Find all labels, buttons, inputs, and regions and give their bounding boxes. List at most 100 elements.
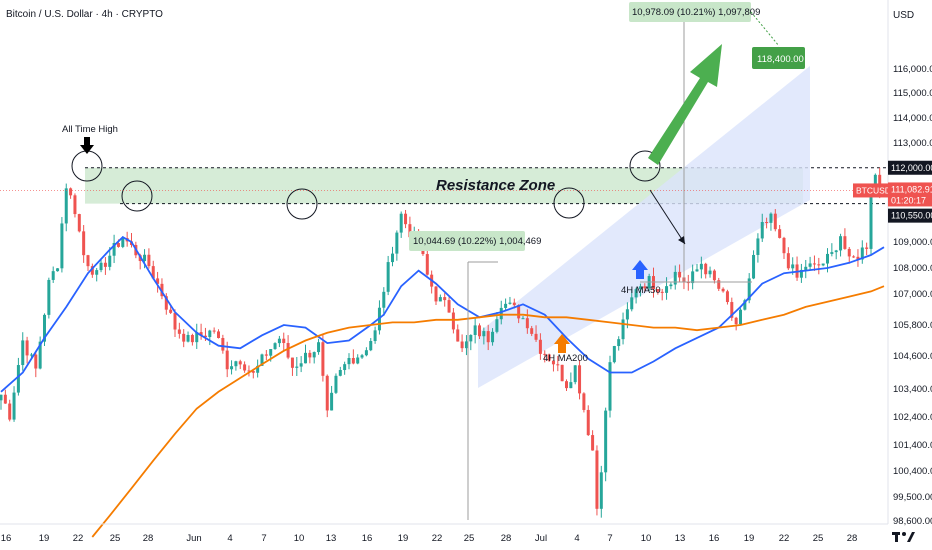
candle-body — [525, 318, 529, 329]
logo-slash-icon — [907, 532, 915, 542]
resistance-high-tag — [888, 160, 932, 175]
candle-body — [473, 325, 477, 335]
target-box — [752, 47, 805, 69]
candle-body — [156, 278, 160, 284]
candle-body — [608, 362, 612, 411]
all-time-high-label: All Time High — [62, 124, 118, 135]
candle-body — [839, 236, 843, 251]
candle-body — [60, 223, 64, 269]
candle-body — [447, 300, 451, 313]
time-tick-label: 25 — [813, 533, 824, 544]
candle-body — [756, 238, 760, 255]
candle-body — [286, 343, 290, 358]
time-tick-label: Jun — [186, 533, 201, 544]
time-tick-label: 10 — [294, 533, 305, 544]
candle-body — [330, 392, 334, 411]
candle-body — [469, 334, 473, 342]
candle-body — [856, 256, 860, 260]
measure-1-box — [409, 231, 525, 251]
candle-body — [665, 286, 669, 293]
price-tick-label: 98,600.00 — [893, 516, 932, 527]
resistance-test-circle — [286, 188, 318, 220]
candle-body — [573, 365, 577, 383]
tradingview-logo[interactable] — [892, 532, 915, 542]
candle-body — [160, 283, 164, 297]
candle-body — [569, 382, 573, 389]
candle-body — [304, 352, 307, 364]
candle-body — [508, 302, 512, 304]
candle-body — [143, 254, 147, 262]
time-tick-label: 19 — [398, 533, 409, 544]
candle-body — [360, 355, 364, 358]
candle-body — [151, 266, 155, 279]
candle-body — [673, 271, 677, 285]
candle-body — [95, 270, 99, 275]
candle-body — [717, 280, 721, 289]
candle-body — [565, 381, 568, 389]
candle-body — [456, 329, 460, 342]
candle-body — [760, 222, 764, 239]
candle-body — [782, 237, 786, 254]
candle-body — [173, 312, 177, 330]
candle-body — [704, 263, 708, 275]
price-axis[interactable]: 116,000.00 115,000.00 114,000.00 113,000.00… — [893, 64, 932, 527]
price-tick-label: 113,000.00 — [893, 138, 932, 149]
candle-body — [147, 254, 151, 267]
time-tick-label: 22 — [73, 533, 84, 544]
current-price-tag — [888, 182, 932, 207]
current-price-label: 111,082.91 — [891, 184, 932, 194]
ma200-line — [91, 285, 885, 538]
time-tick-label: 7 — [607, 533, 612, 544]
candle-body — [364, 350, 368, 356]
resistance-high-tag-label: 112,000.00 — [891, 163, 932, 173]
price-tick-label: 99,500.00 — [893, 492, 932, 503]
bullish-arrow-icon — [648, 44, 722, 165]
time-axis[interactable]: 16 19 22 25 28 Jun 4 7 10 13 16 19 22 25 28 Jul 4 7 10 13 16… — [1, 533, 858, 544]
candle-body — [382, 291, 386, 308]
candle-body — [652, 276, 655, 290]
candle-body — [295, 366, 299, 368]
candle-body — [238, 361, 242, 365]
price-tick-label: 104,600.00 — [893, 351, 932, 362]
candle-body — [347, 358, 351, 365]
candle-body — [586, 409, 590, 436]
ma200-arrow-icon — [554, 334, 570, 353]
fills-layer — [85, 66, 886, 388]
projection-arrow-icon — [678, 236, 685, 244]
candle-body — [712, 270, 716, 281]
candle-body — [203, 335, 207, 338]
candle-body — [312, 352, 316, 358]
time-tick-label: 22 — [779, 533, 790, 544]
time-tick-label: 4 — [227, 533, 232, 544]
measure-2-box — [629, 2, 751, 22]
candle-body — [190, 334, 194, 343]
time-tick-label: 16 — [362, 533, 373, 544]
time-tick-label: 22 — [432, 533, 443, 544]
candle-body — [817, 264, 821, 266]
candle-body — [743, 300, 747, 310]
candle-body — [299, 363, 303, 367]
time-tick-label: 13 — [326, 533, 337, 544]
time-tick-label: 25 — [464, 533, 475, 544]
candle-body — [486, 331, 490, 343]
candle-body — [73, 195, 77, 215]
resistance-zone-label: Resistance Zone — [436, 177, 555, 194]
time-tick-label: 28 — [847, 533, 858, 544]
candle-body — [182, 333, 186, 342]
candle-body — [464, 341, 468, 349]
candle-body — [251, 370, 255, 373]
price-tick-label: 101,400.00 — [893, 440, 932, 451]
candle-body — [812, 263, 816, 265]
candle-body — [512, 302, 516, 306]
candle-body — [530, 328, 534, 334]
candle-body — [821, 263, 825, 266]
candle-body — [860, 247, 864, 260]
symbol-tag-label: BTCUSD — [856, 185, 891, 195]
candle-body — [495, 319, 499, 332]
candle-body — [491, 331, 495, 343]
candle-body — [186, 334, 190, 342]
candle-body — [25, 340, 29, 356]
